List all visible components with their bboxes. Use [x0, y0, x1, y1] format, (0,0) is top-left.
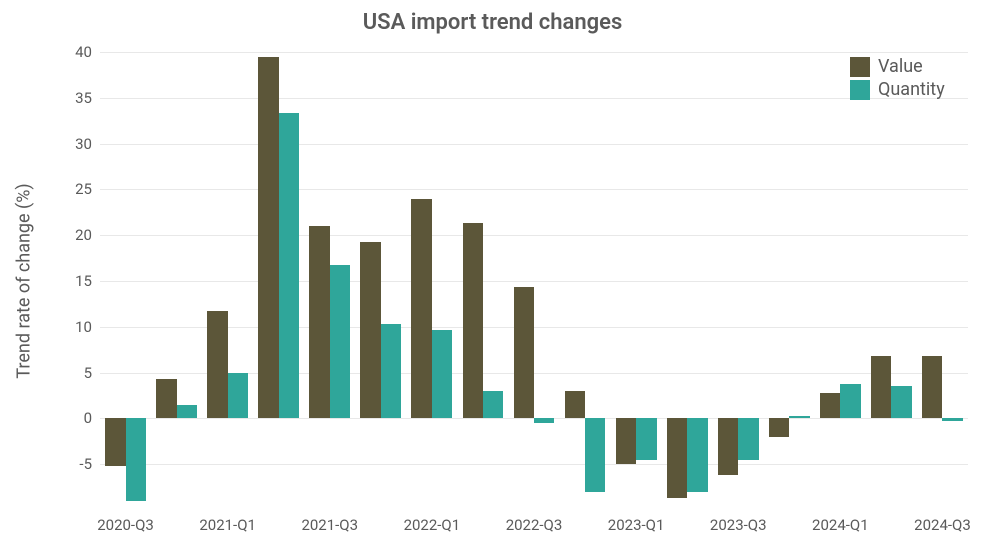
bar-quantity	[126, 418, 146, 500]
legend-item: Value	[850, 56, 945, 77]
bar-value	[820, 393, 840, 419]
bar-value	[309, 226, 329, 418]
gridline	[100, 144, 968, 145]
legend: ValueQuantity	[850, 56, 945, 102]
bar-quantity	[432, 330, 452, 419]
bar-value	[360, 242, 380, 419]
bar-quantity	[330, 265, 350, 419]
bar-quantity	[228, 373, 248, 419]
x-tick-label: 2020-Q3	[97, 516, 154, 534]
bar-value	[616, 418, 636, 464]
bar-quantity	[840, 384, 860, 419]
gridline	[100, 327, 968, 328]
bar-value	[769, 418, 789, 436]
chart-title: USA import trend changes	[0, 10, 985, 35]
bar-value	[258, 57, 278, 419]
plot-area	[100, 52, 968, 510]
bar-value	[207, 311, 227, 418]
bar-value	[871, 356, 891, 418]
x-tick-label: 2022-Q1	[404, 516, 461, 534]
bar-quantity	[279, 113, 299, 418]
legend-label: Quantity	[878, 79, 945, 100]
gridline	[100, 281, 968, 282]
bar-quantity	[534, 418, 554, 423]
bar-value	[463, 223, 483, 418]
y-tick-label: 0	[60, 409, 92, 427]
gridline	[100, 464, 968, 465]
bar-value	[514, 287, 534, 418]
bar-quantity	[789, 416, 809, 419]
bar-quantity	[636, 418, 656, 459]
x-tick-label: 2021-Q1	[199, 516, 256, 534]
x-tick-label: 2024-Q3	[914, 516, 971, 534]
bar-value	[411, 199, 431, 419]
y-tick-label: 20	[60, 226, 92, 244]
x-tick-label: 2022-Q3	[506, 516, 563, 534]
bar-quantity	[942, 418, 962, 421]
gridline	[100, 98, 968, 99]
x-tick-label: 2021-Q3	[301, 516, 358, 534]
x-tick-label: 2023-Q1	[608, 516, 665, 534]
bar-value	[156, 379, 176, 418]
bar-value	[667, 418, 687, 498]
legend-label: Value	[878, 56, 923, 77]
legend-item: Quantity	[850, 79, 945, 100]
chart-container: USA import trend changes Trend rate of c…	[0, 0, 985, 548]
bar-value	[565, 391, 585, 418]
bar-value	[718, 418, 738, 475]
y-axis-label: Trend rate of change (%)	[14, 183, 35, 378]
gridline	[100, 235, 968, 236]
gridline	[100, 52, 968, 53]
bar-quantity	[381, 324, 401, 418]
legend-swatch	[850, 57, 870, 77]
y-tick-label: 10	[60, 318, 92, 336]
bar-quantity	[483, 391, 503, 418]
gridline	[100, 189, 968, 190]
y-tick-label: 15	[60, 272, 92, 290]
bar-quantity	[891, 386, 911, 418]
y-tick-label: 35	[60, 89, 92, 107]
x-tick-label: 2023-Q3	[710, 516, 767, 534]
bar-value	[922, 356, 942, 418]
bar-value	[105, 418, 125, 466]
y-tick-label: 40	[60, 43, 92, 61]
y-tick-label: 30	[60, 135, 92, 153]
bar-quantity	[177, 405, 197, 419]
bar-quantity	[687, 418, 707, 491]
bar-quantity	[738, 418, 758, 459]
y-tick-label: 25	[60, 180, 92, 198]
x-tick-label: 2024-Q1	[812, 516, 869, 534]
bar-quantity	[585, 418, 605, 491]
legend-swatch	[850, 80, 870, 100]
y-tick-label: -5	[60, 455, 92, 473]
y-tick-label: 5	[60, 364, 92, 382]
